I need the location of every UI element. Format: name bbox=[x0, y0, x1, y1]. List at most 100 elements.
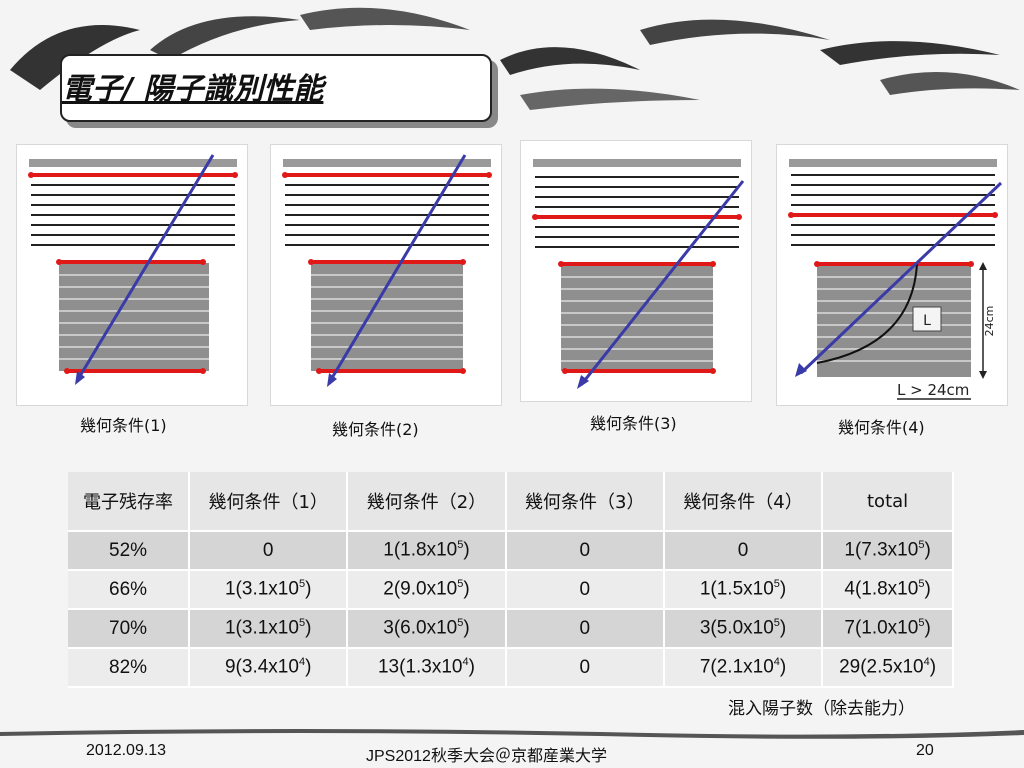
cell-value: 4(1.8x10 bbox=[844, 578, 919, 600]
cell-suffix: ) bbox=[463, 578, 470, 600]
cell-value: 1(3.1x10 bbox=[224, 578, 299, 600]
footer-divider bbox=[0, 729, 1024, 739]
geometry-panel-3 bbox=[520, 140, 752, 402]
length-box-label: L bbox=[923, 313, 931, 329]
table-row: 82% 9(3.4x104) 13(1.3x104) 0 7(2.1x104) 29(2.… bbox=[68, 648, 954, 688]
cell-suffix: ) bbox=[305, 656, 312, 678]
cell-suffix: ) bbox=[305, 578, 312, 600]
table-cell: 3(5.0x105) bbox=[663, 609, 824, 649]
cell-suffix: ) bbox=[924, 617, 931, 639]
cell-suffix: ) bbox=[779, 578, 787, 600]
cell-exponent: 4 bbox=[462, 656, 469, 669]
cell-value: 1(7.3x10 bbox=[844, 539, 919, 561]
table-row: 70% 1(3.1x105) 3(6.0x105) 0 3(5.0x105) 7(1.0x… bbox=[68, 609, 954, 649]
caption-geometry-2: 幾何条件(2) bbox=[332, 420, 419, 439]
cell-exponent: 5 bbox=[457, 617, 464, 630]
table-cell: 70% bbox=[68, 609, 191, 649]
proton-rejection-table: 電子残存率 幾何条件（1） 幾何条件（2） 幾何条件（3） 幾何条件（4） to… bbox=[68, 472, 954, 688]
table-cell: 66% bbox=[68, 570, 191, 610]
table-row: 52% 0 1(1.8x105) 0 0 1(7.3x105) bbox=[68, 531, 954, 571]
table-cell: 9(3.4x104) bbox=[189, 648, 349, 688]
table-cell: 1(1.8x105) bbox=[347, 531, 507, 571]
table-cell: 0 bbox=[505, 531, 665, 571]
cell-value: 0 bbox=[579, 539, 591, 561]
table-cell: 1(1.5x105) bbox=[663, 570, 824, 610]
header-geometry-1: 幾何条件（1） bbox=[189, 472, 349, 532]
cell-value: 0 bbox=[262, 539, 274, 561]
cell-exponent: 5 bbox=[298, 578, 306, 591]
header-geometry-4: 幾何条件（4） bbox=[663, 472, 824, 532]
footer-page-number: 20 bbox=[916, 742, 934, 759]
cell-value: 0 bbox=[737, 539, 749, 561]
cell-exponent: 4 bbox=[773, 656, 780, 669]
table-note: 混入陽子数（除去能力） bbox=[728, 699, 915, 719]
cell-exponent: 4 bbox=[298, 656, 306, 669]
footer-date: 2012.09.13 bbox=[86, 742, 167, 759]
cell-value: 13(1.3x10 bbox=[377, 656, 463, 678]
dimension-label: 24cm bbox=[983, 306, 996, 337]
cell-value: 1(1.5x10 bbox=[699, 578, 774, 600]
cell-value: 1(3.1x10 bbox=[224, 617, 299, 639]
cell-exponent: 5 bbox=[918, 617, 925, 630]
header-geometry-2: 幾何条件（2） bbox=[347, 472, 507, 532]
cell-suffix: ) bbox=[924, 539, 931, 561]
table-cell: 1(7.3x105) bbox=[822, 531, 954, 571]
cell-exponent: 5 bbox=[773, 617, 780, 630]
table-cell: 1(3.1x105) bbox=[189, 570, 349, 610]
table-cell: 7(1.0x105) bbox=[822, 609, 954, 649]
cell-value: 7(2.1x10 bbox=[699, 656, 774, 678]
table-cell: 1(3.1x105) bbox=[189, 609, 349, 649]
cell-value: 0 bbox=[579, 578, 591, 600]
table-cell: 4(1.8x105) bbox=[822, 570, 954, 610]
detector-diagram-1 bbox=[28, 154, 238, 385]
header-electron-survival: 電子残存率 bbox=[68, 472, 191, 532]
cell-value: 3(6.0x10 bbox=[383, 617, 458, 639]
table-cell: 0 bbox=[189, 531, 349, 571]
cell-exponent: 5 bbox=[457, 539, 464, 552]
length-condition-label: L > 24cm bbox=[897, 381, 969, 399]
cell-suffix: ) bbox=[463, 617, 470, 639]
table-cell: 52% bbox=[68, 531, 191, 571]
cell-value: 29(2.5x10 bbox=[839, 656, 924, 678]
cell-value: 7(1.0x10 bbox=[844, 617, 919, 639]
geometry-panel-1 bbox=[16, 144, 248, 406]
cell-suffix: ) bbox=[929, 656, 937, 678]
header-total: total bbox=[822, 472, 954, 532]
table-row: 66% 1(3.1x105) 2(9.0x105) 0 1(1.5x105) 4(1.8x… bbox=[68, 570, 954, 610]
cell-value: 1(1.8x10 bbox=[383, 539, 458, 561]
cell-suffix: ) bbox=[463, 539, 470, 561]
geometry-panel-4: L 24cm L > 24cm bbox=[776, 144, 1008, 406]
cell-suffix: ) bbox=[305, 617, 312, 639]
table-cell: 0 bbox=[505, 648, 665, 688]
table-cell: 7(2.1x104) bbox=[663, 648, 824, 688]
cell-value: 70% bbox=[109, 617, 148, 639]
table-cell: 13(1.3x104) bbox=[347, 648, 507, 688]
caption-geometry-1: 幾何条件(1) bbox=[80, 416, 167, 435]
table-cell: 3(6.0x105) bbox=[347, 609, 507, 649]
table-cell: 29(2.5x104) bbox=[822, 648, 954, 688]
cell-value: 9(3.4x10 bbox=[224, 656, 299, 678]
slide-title: 電子/ 陽子識別性能 bbox=[62, 72, 324, 107]
cell-suffix: ) bbox=[779, 617, 787, 639]
cell-value: 3(5.0x10 bbox=[699, 617, 774, 639]
table-cell: 0 bbox=[663, 531, 824, 571]
footer-event: JPS2012秋季大会＠京都産業大学 bbox=[366, 748, 607, 765]
cell-suffix: ) bbox=[468, 656, 475, 678]
caption-geometry-3: 幾何条件(3) bbox=[590, 414, 677, 433]
table-body: 52% 0 1(1.8x105) 0 0 1(7.3x105) 66% 1(3.1x105) 2… bbox=[68, 531, 954, 688]
cell-value: 82% bbox=[109, 656, 148, 678]
background-brush-strokes bbox=[10, 7, 1020, 110]
title-frame bbox=[60, 54, 492, 122]
table-header-row: 電子残存率 幾何条件（1） 幾何条件（2） 幾何条件（3） 幾何条件（4） to… bbox=[68, 472, 954, 532]
geometry-panel-2 bbox=[270, 144, 502, 406]
cell-exponent: 5 bbox=[457, 578, 464, 591]
cell-exponent: 5 bbox=[298, 617, 306, 630]
cell-exponent: 5 bbox=[773, 578, 780, 591]
cell-value: 0 bbox=[579, 617, 591, 639]
caption-geometry-4: 幾何条件(4) bbox=[838, 418, 925, 437]
table-cell: 0 bbox=[505, 570, 665, 610]
cell-suffix: ) bbox=[924, 578, 931, 600]
cell-value: 2(9.0x10 bbox=[383, 578, 458, 600]
cell-value: 0 bbox=[579, 656, 591, 678]
detector-diagram-4: L 24cm L > 24cm bbox=[788, 159, 1003, 400]
